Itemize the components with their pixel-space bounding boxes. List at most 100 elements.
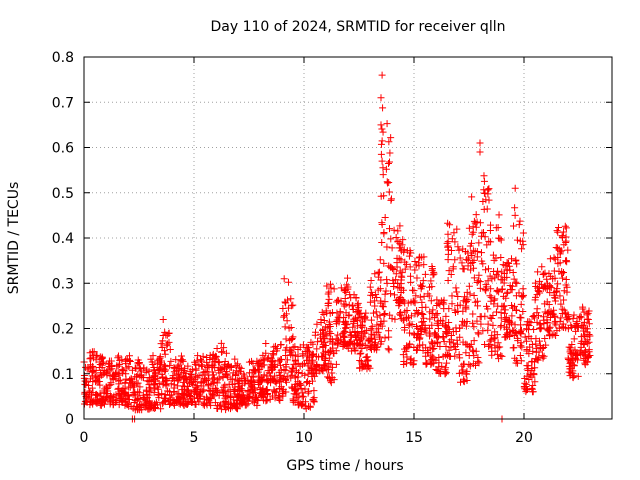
data-point	[235, 393, 243, 401]
data-point	[115, 391, 123, 399]
data-point	[283, 372, 291, 380]
data-point	[161, 350, 169, 358]
data-point	[530, 370, 538, 378]
data-point	[323, 362, 331, 370]
data-point	[379, 164, 387, 172]
data-point	[174, 370, 182, 378]
data-point	[84, 382, 92, 390]
data-point	[509, 269, 517, 277]
data-point	[494, 344, 502, 352]
data-point	[399, 286, 407, 294]
data-point	[396, 298, 404, 306]
data-point	[96, 353, 104, 361]
data-point	[178, 356, 186, 364]
data-point	[445, 318, 453, 326]
data-point	[553, 285, 561, 293]
data-point	[318, 353, 326, 361]
data-point	[282, 335, 290, 343]
data-point	[556, 292, 564, 300]
data-point	[350, 317, 358, 325]
data-point	[172, 356, 180, 364]
data-point	[379, 104, 387, 112]
data-point	[248, 377, 256, 385]
data-point	[380, 228, 388, 236]
data-point	[454, 292, 462, 300]
data-point	[455, 246, 463, 254]
data-point	[410, 297, 418, 305]
data-point	[460, 375, 468, 383]
data-point	[531, 364, 539, 372]
data-point	[481, 233, 489, 241]
data-point	[525, 318, 533, 326]
data-point	[419, 277, 427, 285]
data-point	[385, 327, 393, 335]
data-point	[206, 356, 214, 364]
data-point	[537, 324, 545, 332]
data-point	[319, 325, 327, 333]
data-point	[182, 397, 190, 405]
data-point	[544, 326, 552, 334]
data-point	[570, 311, 578, 319]
data-point	[505, 317, 513, 325]
data-point	[346, 341, 354, 349]
data-point	[134, 379, 142, 387]
data-point	[313, 345, 321, 353]
data-point	[541, 335, 549, 343]
data-point	[206, 387, 214, 395]
data-point	[449, 339, 457, 347]
data-point	[381, 290, 389, 298]
data-point	[149, 360, 157, 368]
data-point	[356, 356, 364, 364]
data-point	[195, 398, 203, 406]
data-point	[433, 296, 441, 304]
y-axis-label: SRMTID / TECUs	[6, 182, 22, 295]
data-point	[547, 272, 555, 280]
data-point	[284, 304, 292, 312]
data-point	[271, 372, 279, 380]
data-point	[559, 274, 567, 282]
data-point	[371, 341, 379, 349]
data-point	[509, 282, 517, 290]
data-point	[227, 375, 235, 383]
data-point	[85, 365, 93, 373]
data-point	[241, 395, 249, 403]
data-point	[503, 273, 511, 281]
data-point	[383, 279, 391, 287]
data-point	[186, 393, 194, 401]
data-point	[517, 339, 525, 347]
data-point	[170, 401, 178, 409]
data-point	[556, 318, 564, 326]
data-point	[462, 304, 470, 312]
data-point	[502, 315, 510, 323]
data-point	[579, 303, 587, 311]
data-point	[263, 386, 271, 394]
data-point	[426, 283, 434, 291]
data-point	[323, 309, 331, 317]
data-point	[580, 349, 588, 357]
data-point	[159, 315, 167, 323]
data-point	[489, 251, 497, 259]
data-point	[176, 400, 184, 408]
data-point	[299, 393, 307, 401]
data-point	[428, 359, 436, 367]
data-point	[448, 246, 456, 254]
data-point	[125, 392, 133, 400]
data-point	[155, 379, 163, 387]
data-point	[314, 338, 322, 346]
data-point	[277, 355, 285, 363]
data-point	[379, 128, 387, 136]
data-point	[220, 402, 228, 410]
data-point	[92, 366, 100, 374]
data-point	[179, 378, 187, 386]
data-point	[147, 403, 155, 411]
data-point	[539, 313, 547, 321]
data-point	[115, 377, 123, 385]
data-point	[381, 309, 389, 317]
data-point	[444, 325, 452, 333]
data-point	[452, 328, 460, 336]
data-point	[489, 321, 497, 329]
data-point	[529, 347, 537, 355]
data-point	[368, 288, 376, 296]
data-point	[164, 387, 172, 395]
data-point	[162, 382, 170, 390]
